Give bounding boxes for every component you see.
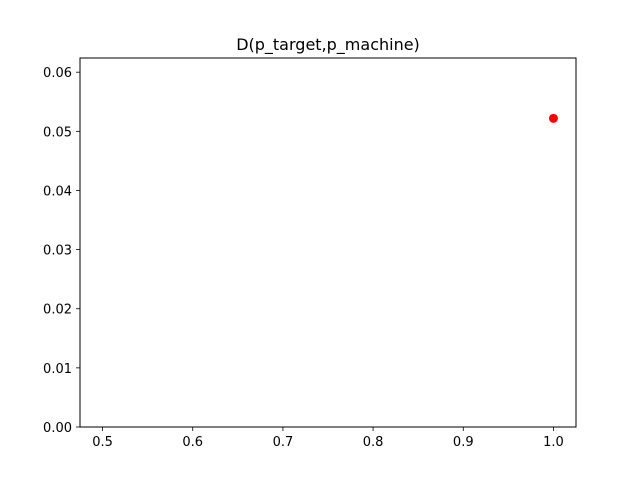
- x-tick-label: 0.9: [453, 435, 474, 450]
- x-tick-label: 0.8: [363, 435, 384, 450]
- x-tick-label: 0.5: [92, 435, 113, 450]
- y-tick-label: 0.00: [43, 421, 72, 436]
- axes-frame: [79, 57, 577, 428]
- x-tick-label: 0.6: [182, 435, 203, 450]
- y-tick-label: 0.05: [43, 125, 72, 140]
- x-tick-label: 0.7: [273, 435, 294, 450]
- y-tick-label: 0.01: [43, 362, 72, 377]
- scatter-point: [548, 113, 558, 123]
- x-tick-label: 1.0: [543, 435, 564, 450]
- y-tick-label: 0.04: [43, 184, 72, 199]
- y-tick-label: 0.02: [43, 303, 72, 318]
- y-tick-label: 0.06: [43, 66, 72, 81]
- chart-title: D(p_target,p_machine): [236, 35, 420, 55]
- y-tick-label: 0.03: [43, 244, 72, 259]
- plot-area: 0.5 0.6 0.7 0.8 0.9 1.0 0.00 0.01 0.02 0.03 0.04 0.…: [43, 57, 577, 450]
